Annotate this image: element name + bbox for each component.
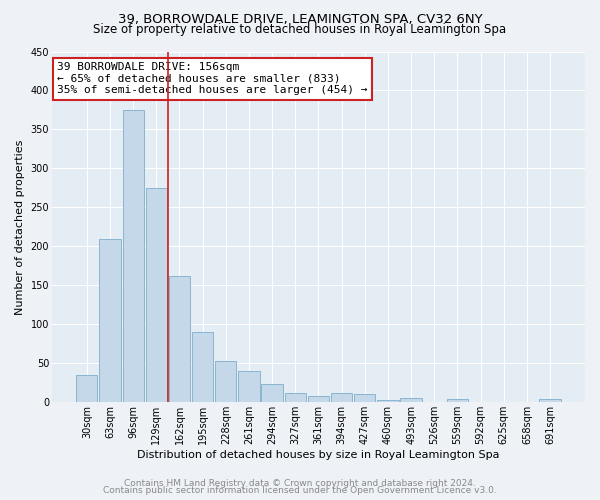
Bar (215, 361, 236, 403)
Bar (377, 400, 398, 402)
Text: Size of property relative to detached houses in Royal Leamington Spa: Size of property relative to detached ho… (94, 22, 506, 36)
Bar (447, 399, 468, 402)
Bar (122, 110, 144, 403)
Bar (169, 276, 190, 402)
Y-axis label: Number of detached properties: Number of detached properties (15, 139, 25, 314)
Bar (308, 396, 329, 402)
Text: 39 BORROWDALE DRIVE: 156sqm
← 65% of detached houses are smaller (833)
35% of se: 39 BORROWDALE DRIVE: 156sqm ← 65% of det… (57, 62, 368, 95)
Bar (192, 332, 214, 402)
Bar (238, 371, 260, 402)
Text: 39, BORROWDALE DRIVE, LEAMINGTON SPA, CV32 6NY: 39, BORROWDALE DRIVE, LEAMINGTON SPA, CV… (118, 12, 482, 26)
Bar (400, 398, 422, 402)
Text: Contains public sector information licensed under the Open Government Licence v3: Contains public sector information licen… (103, 486, 497, 495)
Bar (284, 393, 306, 402)
Bar (100, 238, 121, 402)
Text: Contains HM Land Registry data © Crown copyright and database right 2024.: Contains HM Land Registry data © Crown c… (124, 478, 476, 488)
Bar (262, 384, 283, 402)
X-axis label: Distribution of detached houses by size in Royal Leamington Spa: Distribution of detached houses by size … (137, 450, 500, 460)
Bar (354, 394, 376, 402)
Bar (76, 375, 97, 402)
Bar (331, 393, 352, 402)
Bar (539, 399, 561, 402)
Bar (146, 188, 167, 402)
